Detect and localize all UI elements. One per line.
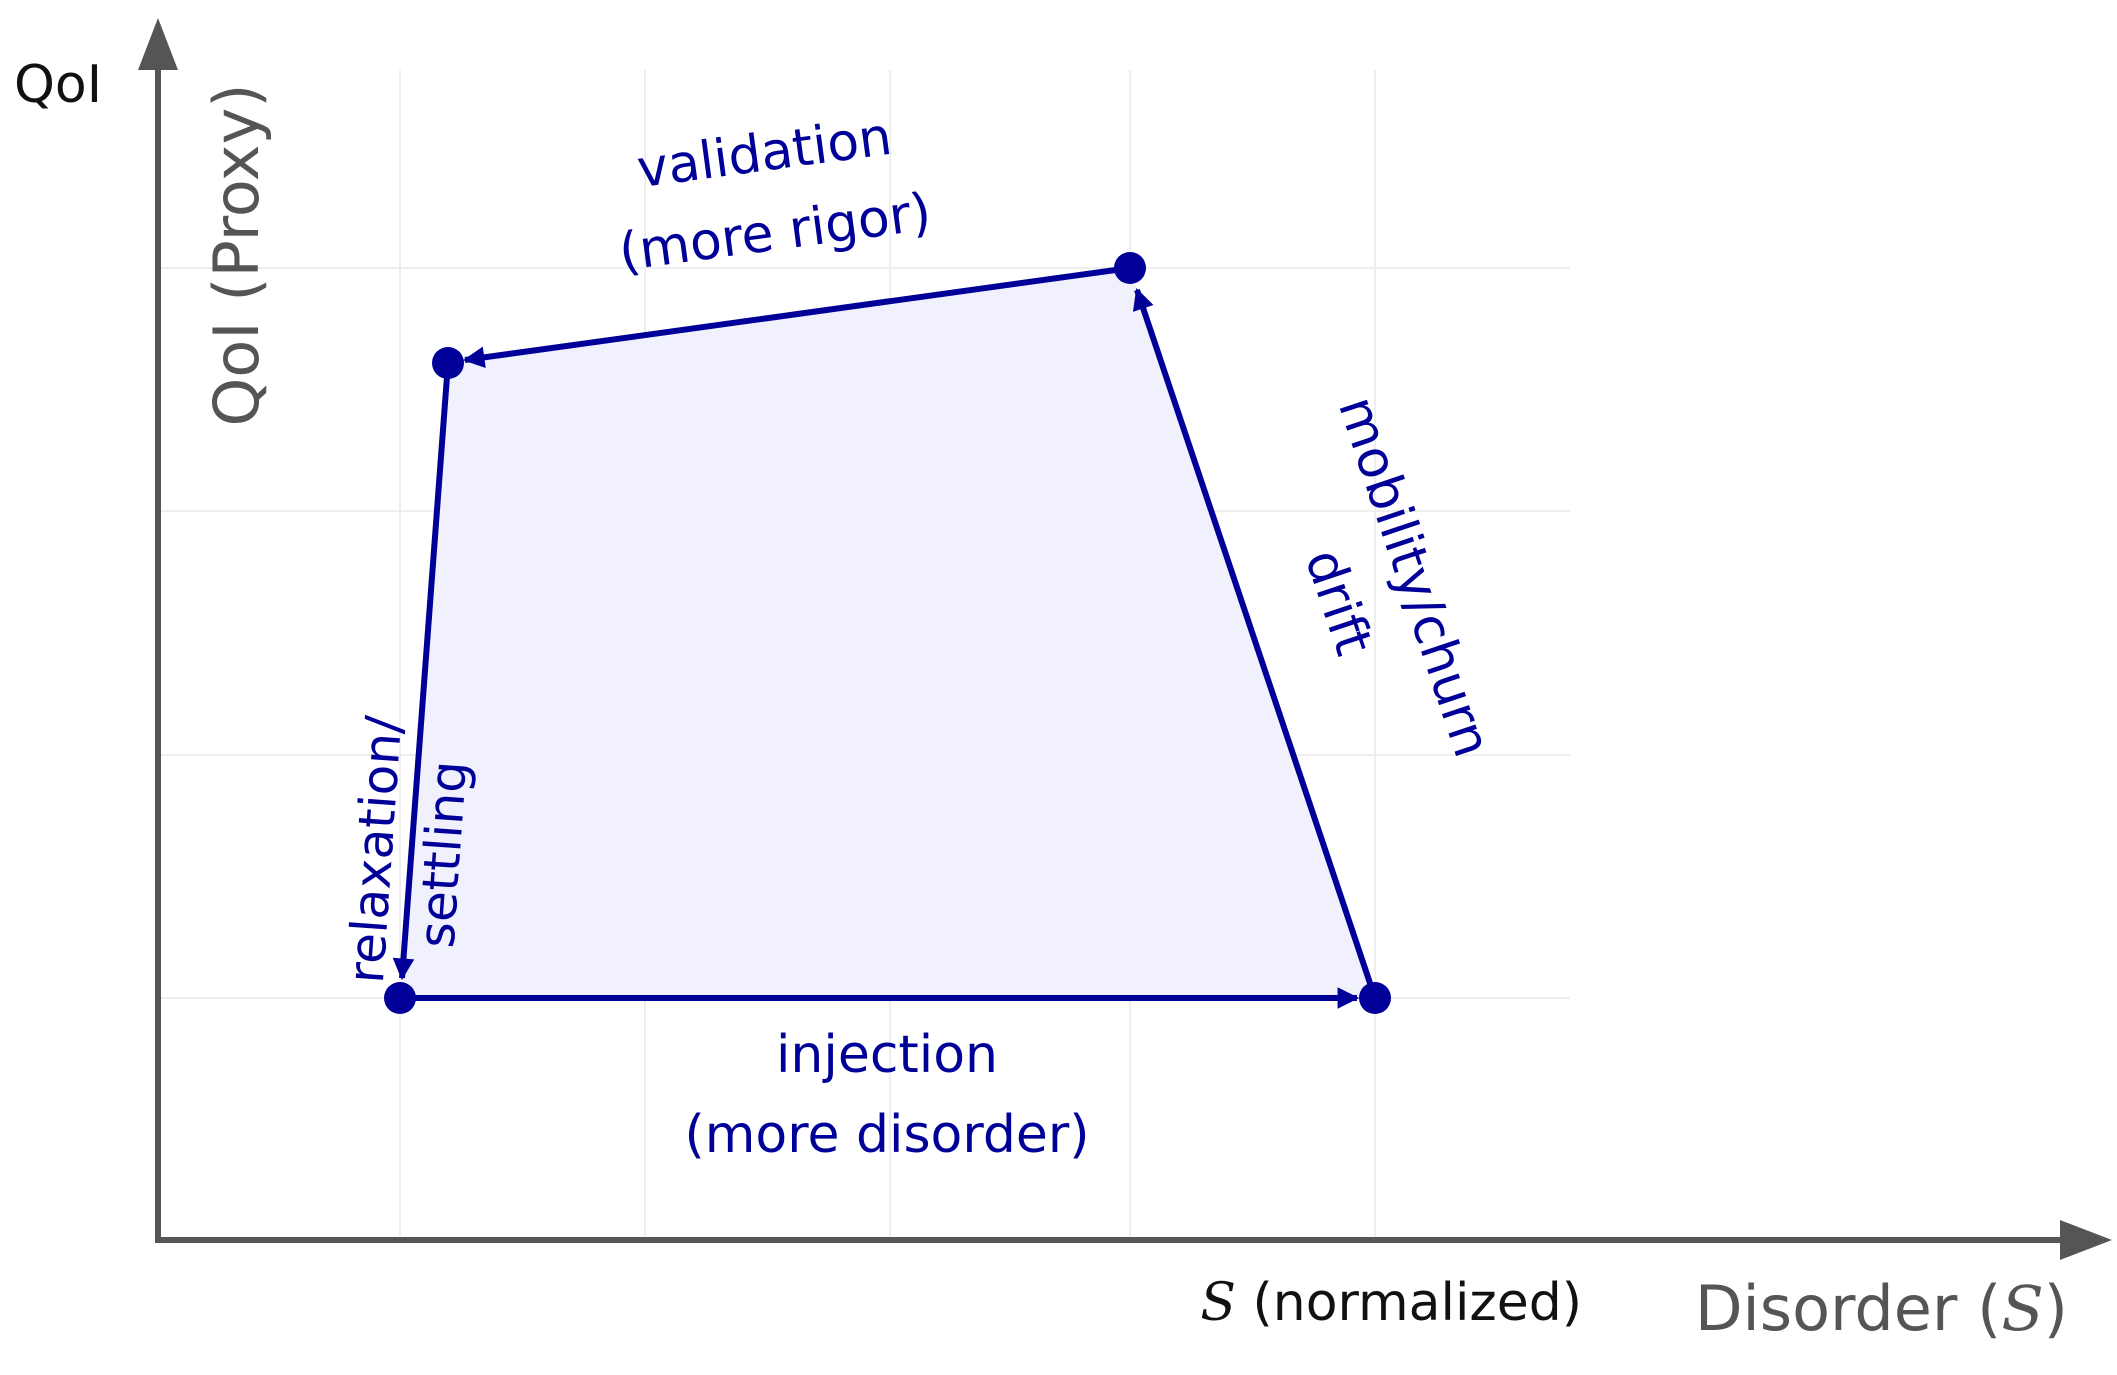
x-axis-arrowhead (2060, 1220, 2112, 1260)
x-axis-title: Disorder (S) (1695, 1272, 2068, 1345)
injection-label-line1: injection (776, 1025, 998, 1085)
validation-label-line1: validation (634, 107, 896, 200)
mobility-label-line2: drift (1293, 542, 1384, 662)
cycle-nodes (384, 252, 1391, 1014)
node-low-disorder-high-qoi (432, 347, 464, 379)
relaxation-arrow (392, 362, 451, 981)
validation-arrow (462, 265, 1131, 369)
node-low-disorder-low-qoi (384, 982, 416, 1014)
node-high-disorder-high-qoi (1114, 252, 1146, 284)
y-axis-arrowhead (138, 18, 178, 70)
validation-label: validation (more rigor) (616, 107, 935, 283)
axes (138, 18, 2112, 1260)
injection-label-line2: (more disorder) (684, 1105, 1089, 1165)
cycle-edges (392, 265, 1378, 1009)
relaxation-label-line2: settling (407, 759, 478, 950)
y-axis-title: QoI (Proxy) (200, 84, 273, 427)
y-axis-symbol: QoI (14, 55, 102, 115)
cycle-region (400, 268, 1375, 998)
mobility-arrow (1132, 287, 1378, 999)
injection-label: injection (more disorder) (684, 1025, 1089, 1165)
node-high-disorder-low-qoi (1359, 982, 1391, 1014)
x-axis-symbol: S (normalized) (1200, 1273, 1582, 1333)
